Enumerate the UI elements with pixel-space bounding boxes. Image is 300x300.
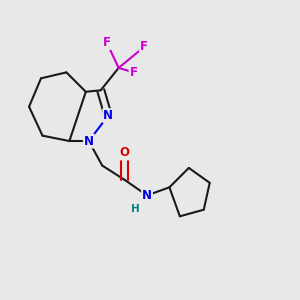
Text: N: N: [103, 109, 113, 122]
Text: F: F: [140, 40, 148, 53]
Text: N: N: [84, 134, 94, 148]
Text: F: F: [130, 66, 138, 79]
Text: H: H: [131, 204, 140, 214]
Text: O: O: [120, 146, 130, 160]
Text: F: F: [103, 36, 111, 49]
Text: N: N: [142, 189, 152, 202]
